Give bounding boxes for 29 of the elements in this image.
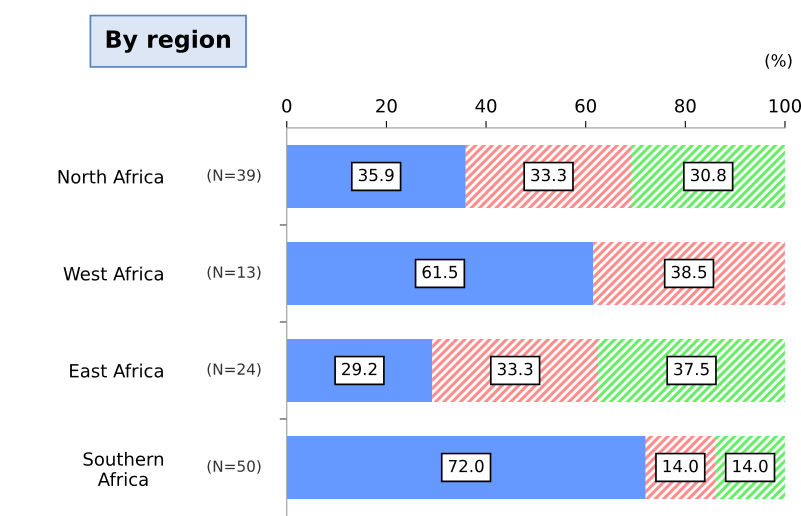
- data-label: 14.0: [664, 460, 698, 472]
- data-label: 33.3: [498, 362, 532, 376]
- bar: [286, 436, 646, 500]
- x-tick-label: 0: [282, 99, 292, 113]
- text: (N=39): [208, 169, 261, 183]
- data-label: 33.3: [531, 168, 566, 182]
- y-tick-label: East Africa: [70, 364, 163, 378]
- data-label: 61.5: [422, 266, 458, 278]
- chart-title: By region: [106, 30, 230, 53]
- x-tick-label: 60: [575, 99, 596, 113]
- text: (N=50): [208, 460, 261, 474]
- x-tick-label: 100: [770, 99, 801, 113]
- text: (N=24): [208, 363, 261, 377]
- data-label: 30.8: [690, 168, 726, 182]
- data-label: 37.5: [674, 362, 709, 376]
- text: (%): [766, 54, 792, 69]
- data-label: 38.5: [672, 266, 706, 278]
- data-label: 35.9: [358, 168, 394, 182]
- data-label: 14.0: [733, 460, 768, 472]
- x-tick-label: 20: [376, 99, 397, 113]
- text: (N=13): [208, 266, 261, 280]
- y-tick-label: North Africa: [58, 170, 163, 184]
- x-tick-label: 80: [675, 99, 696, 113]
- data-label: 29.2: [342, 362, 376, 376]
- y-tick-label: West Africa: [64, 266, 163, 281]
- y-tick-label: Southern Africa: [84, 452, 164, 486]
- x-tick-label: 40: [475, 99, 496, 113]
- bar: [286, 242, 594, 306]
- data-label: 72.0: [448, 460, 484, 472]
